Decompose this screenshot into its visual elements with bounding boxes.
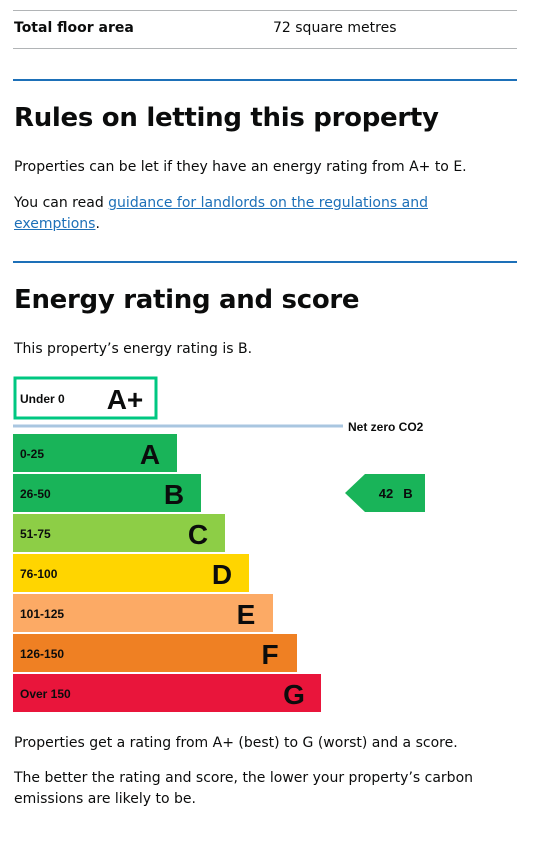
band-aplus-letter: A+ — [107, 384, 144, 415]
section-divider — [13, 79, 517, 81]
band-f-bar — [13, 634, 297, 672]
band-f-letter: F — [261, 639, 278, 670]
band-d-letter: D — [212, 559, 232, 590]
current-rating-score: 42 — [379, 486, 393, 501]
summary-row-floor-area: Total floor area 72 square metres — [13, 10, 517, 49]
energy-rating-chart: Under 0 A+ 0-25 A 26-50 B 51-75 C 76-100 D 101-125… — [13, 376, 517, 716]
summary-value: 72 square metres — [273, 20, 397, 36]
guidance-prefix: You can read — [14, 195, 109, 211]
band-c-bar — [13, 514, 225, 552]
guidance-suffix: . — [95, 216, 100, 232]
footer-paragraph-1: Properties get a rating from A+ (best) t… — [14, 735, 458, 751]
current-rating-letter: B — [403, 486, 412, 501]
letting-paragraph: Properties can be let if they have an en… — [14, 159, 467, 175]
band-d-bar — [13, 554, 249, 592]
energy-rating-svg: Under 0 A+ 0-25 A 26-50 B 51-75 C 76-100 D 101-125… — [13, 376, 425, 712]
band-e-letter: E — [237, 599, 256, 630]
summary-key: Total floor area — [14, 20, 134, 36]
band-e-bar — [13, 594, 273, 632]
band-f-range: 126-150 — [20, 647, 64, 661]
letting-heading: Rules on letting this property — [14, 103, 439, 133]
energy-intro: This property’s energy rating is B. — [14, 341, 253, 357]
band-g-bar — [13, 674, 321, 712]
current-rating-arrow — [345, 474, 425, 512]
band-a-range: 0-25 — [20, 447, 44, 461]
band-g-range: Over 150 — [20, 687, 71, 701]
band-a-letter: A — [140, 439, 160, 470]
band-b-letter: B — [164, 479, 184, 510]
band-d-range: 76-100 — [20, 567, 58, 581]
band-aplus-box — [13, 376, 158, 420]
band-b-bar — [13, 474, 201, 512]
energy-heading: Energy rating and score — [14, 285, 360, 315]
band-aplus-range: Under 0 — [20, 392, 65, 406]
guidance-link[interactable]: guidance for landlords on the regulation… — [14, 195, 428, 232]
band-e-range: 101-125 — [20, 607, 64, 621]
section-divider — [13, 261, 517, 263]
band-g-letter: G — [283, 679, 305, 710]
net-zero-label: Net zero CO2 — [348, 420, 424, 434]
band-a-bar — [13, 434, 177, 472]
band-b-range: 26-50 — [20, 487, 51, 501]
band-c-letter: C — [188, 519, 208, 550]
guidance-paragraph: You can read guidance for landlords on t… — [14, 193, 514, 235]
footer-paragraph-2: The better the rating and score, the low… — [14, 770, 474, 807]
band-c-range: 51-75 — [20, 527, 51, 541]
